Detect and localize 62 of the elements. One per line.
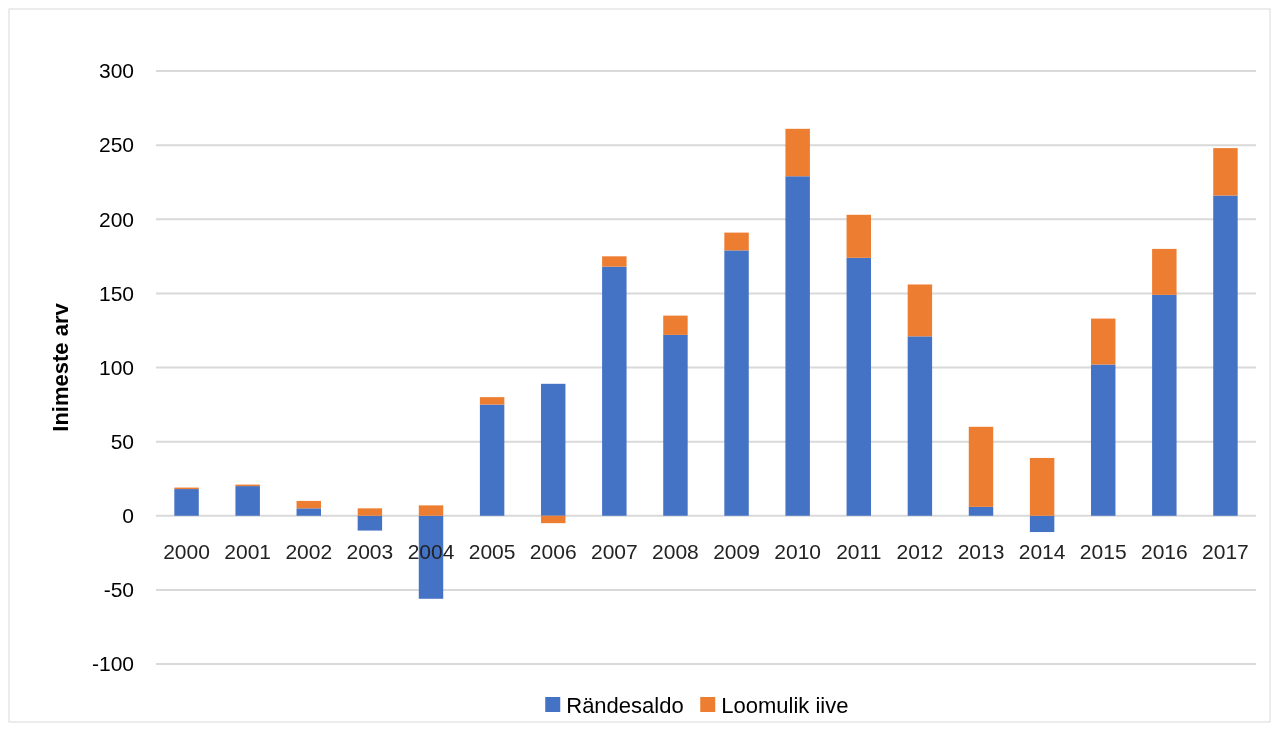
bar <box>785 128 810 177</box>
bar <box>541 515 566 524</box>
bar <box>1091 364 1116 516</box>
bar <box>479 397 505 405</box>
x-tick-label: 2009 <box>713 539 760 563</box>
bar <box>357 508 383 516</box>
bar <box>1091 318 1116 365</box>
bar <box>602 256 627 267</box>
x-tick-label: 2014 <box>1018 539 1066 563</box>
bar <box>968 426 994 507</box>
bar <box>1213 148 1238 196</box>
x-tick-label: 2002 <box>285 539 333 563</box>
bar <box>1029 515 1055 533</box>
bar <box>1213 195 1238 516</box>
bar <box>846 257 871 516</box>
bar <box>663 334 688 516</box>
x-tick-label: 2007 <box>590 539 638 563</box>
legend-label: Rändesaldo <box>566 692 684 718</box>
bar <box>1029 457 1055 516</box>
bar <box>1152 248 1177 295</box>
legend-label: Loomulik iive <box>721 692 849 718</box>
bar <box>235 486 260 516</box>
bar <box>1152 294 1177 516</box>
x-tick-label: 2015 <box>1079 539 1127 563</box>
x-tick-label: 2000 <box>163 539 210 563</box>
x-tick-label: 2008 <box>652 539 699 563</box>
bar <box>724 232 749 251</box>
x-tick-label: 2013 <box>957 539 1005 563</box>
y-axis-title: Inimeste arv <box>48 302 73 432</box>
bar <box>418 505 444 516</box>
bar <box>663 315 688 335</box>
x-tick-label: 2011 <box>836 539 882 563</box>
bar <box>541 383 566 516</box>
x-tick-label: 2003 <box>346 539 394 563</box>
y-tick-label: 250 <box>98 133 134 157</box>
bar <box>846 214 871 258</box>
y-tick-label: -50 <box>103 578 134 602</box>
y-tick-label: 200 <box>98 207 134 231</box>
bar <box>296 508 321 516</box>
y-tick-label: 300 <box>98 59 134 83</box>
y-tick-label: 100 <box>98 355 134 379</box>
bar <box>357 515 383 531</box>
x-tick-label: 2012 <box>896 539 944 563</box>
y-tick-label: -100 <box>91 652 134 676</box>
bar <box>907 336 933 516</box>
bar <box>174 489 199 516</box>
bar <box>296 500 321 509</box>
bar <box>602 266 627 516</box>
bar <box>785 176 810 516</box>
bar <box>907 284 933 337</box>
x-tick-label: 2006 <box>529 539 577 563</box>
bar <box>724 250 749 516</box>
x-tick-label: 2017 <box>1202 539 1249 563</box>
x-tick-label: 2010 <box>774 539 822 563</box>
y-tick-label: 150 <box>98 281 134 305</box>
bar <box>968 506 994 516</box>
x-tick-label: 2016 <box>1140 539 1188 563</box>
x-tick-label: 2005 <box>468 539 516 563</box>
y-tick-label: 50 <box>110 429 134 453</box>
y-tick-label: 0 <box>122 504 134 528</box>
x-tick-label: 2001 <box>224 539 272 563</box>
bar <box>479 404 505 516</box>
